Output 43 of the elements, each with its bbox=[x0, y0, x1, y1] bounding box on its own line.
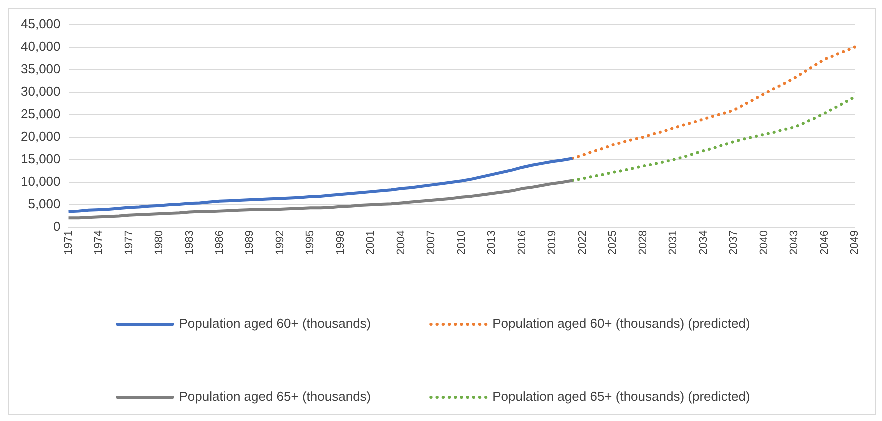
x-tick-label: 2010 bbox=[456, 230, 468, 256]
x-tick-label: 1974 bbox=[93, 230, 106, 256]
x-tick-label: 2040 bbox=[758, 230, 770, 256]
x-tick-label: 2034 bbox=[698, 230, 710, 256]
x-tick-label: 2031 bbox=[668, 230, 680, 256]
y-tick-label: 35,000 bbox=[20, 61, 61, 76]
x-tick-label: 1992 bbox=[274, 230, 286, 256]
line-series bbox=[571, 95, 856, 182]
x-tick-label: 2013 bbox=[486, 230, 498, 256]
x-tick-label: 1980 bbox=[154, 230, 166, 256]
legend-label: Population aged 65+ (thousands) bbox=[179, 389, 372, 404]
legend-label: Population aged 65+ (thousands) (predicted) bbox=[492, 389, 750, 404]
x-tick-label: 1971 bbox=[62, 230, 75, 256]
x-tick-label: 2025 bbox=[607, 230, 620, 256]
y-tick-label: 40,000 bbox=[20, 38, 61, 54]
y-tick-label: 45,000 bbox=[20, 16, 61, 32]
x-tick-label: 2016 bbox=[516, 230, 528, 256]
x-tick-label: 1977 bbox=[123, 230, 136, 256]
x-tick-label: 2004 bbox=[395, 230, 408, 256]
y-tick-label: 30,000 bbox=[20, 84, 61, 99]
y-tick-label: 0 bbox=[54, 219, 61, 234]
y-tick-label: 15,000 bbox=[20, 152, 61, 167]
x-tick-label: 2043 bbox=[788, 230, 801, 256]
x-tick-label: 2049 bbox=[849, 230, 862, 256]
x-tick-label: 2028 bbox=[637, 230, 650, 256]
x-tick-label: 2019 bbox=[546, 230, 559, 256]
y-tick-label: 10,000 bbox=[20, 174, 61, 190]
x-tick-label: 2037 bbox=[728, 230, 740, 256]
x-tick-label: 2007 bbox=[426, 230, 438, 256]
x-tick-label: 2046 bbox=[818, 230, 831, 256]
x-tick-label: 1998 bbox=[334, 230, 347, 256]
x-tick-label: 1989 bbox=[244, 230, 256, 256]
legend-label: Population aged 60+ (thousands) bbox=[179, 316, 372, 332]
x-tick-label: 1995 bbox=[304, 230, 317, 256]
x-tick-label: 1983 bbox=[184, 230, 196, 256]
x-tick-label: 2022 bbox=[576, 230, 589, 256]
y-tick-label: 5,000 bbox=[28, 196, 61, 212]
y-tick-label: 25,000 bbox=[20, 106, 61, 122]
x-tick-label: 1986 bbox=[214, 230, 226, 256]
legend-label: Population aged 60+ (thousands) (predicted) bbox=[492, 316, 750, 332]
y-tick-label: 20,000 bbox=[20, 129, 61, 144]
line-series bbox=[571, 46, 856, 160]
x-tick-label: 2001 bbox=[365, 230, 378, 256]
